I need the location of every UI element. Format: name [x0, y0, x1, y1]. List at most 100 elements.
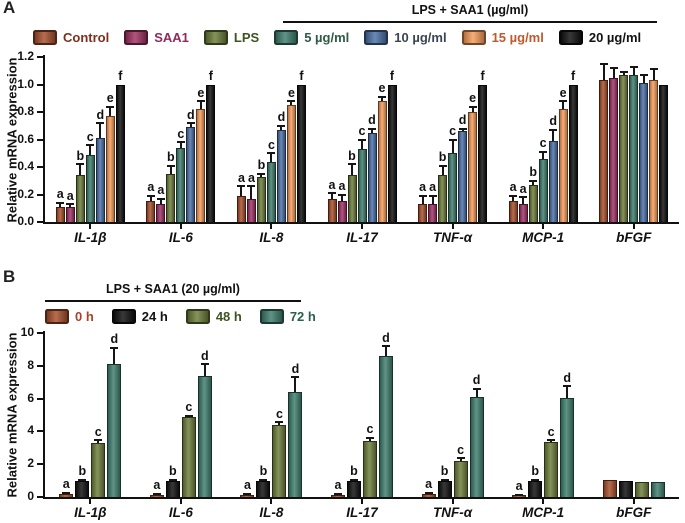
- panel-a-legend: Control SAA1 LPS 5 µg/ml 10 µg/ml 15 µg/ml 20 …: [33, 30, 641, 45]
- error-bar: [612, 68, 615, 78]
- bar-5-g-ml: [629, 74, 639, 222]
- error-bar-cap: [348, 163, 356, 166]
- error-bar: [278, 422, 281, 425]
- error-bar-cap: [277, 124, 286, 127]
- error-bar-cap: [106, 105, 115, 108]
- bar-saa1: [518, 204, 528, 222]
- significance-letter: e: [559, 85, 567, 100]
- bar-24-h: [437, 480, 452, 497]
- error-bar: [361, 139, 363, 150]
- significance-letter: c: [358, 124, 366, 138]
- bar-saa1: [337, 201, 347, 222]
- legend-swatch-icon: [558, 30, 583, 45]
- significance-letter: a: [247, 170, 255, 185]
- error-bar-cap: [509, 194, 518, 197]
- legend-label: 72 h: [289, 309, 316, 324]
- error-bar: [270, 153, 273, 162]
- bar-72-h: [107, 364, 122, 497]
- category-label: bFGF: [616, 230, 652, 245]
- error-bar-cap: [94, 439, 103, 442]
- error-bar-cap: [649, 68, 658, 71]
- bar-15-g-ml: [377, 101, 387, 222]
- x-axis-tick: [361, 224, 363, 229]
- panel-a-legend-item: 10 µg/ml: [364, 30, 447, 45]
- error-bar: [562, 101, 565, 110]
- significance-letter: a: [153, 478, 161, 493]
- error-bar: [69, 204, 72, 207]
- bar-10-g-ml: [186, 127, 196, 222]
- category-label: IL-8: [259, 230, 284, 245]
- bar-72-h: [560, 397, 575, 497]
- panel-a-legend-item: SAA1: [124, 30, 189, 45]
- bar-5-g-ml: [538, 158, 548, 222]
- bar-48-h: [453, 460, 468, 497]
- error-bar-cap: [78, 478, 87, 481]
- panel-a: A LPS + SAA1 (µg/ml) Control SAA1 LPS 5 µg/…: [3, 0, 679, 245]
- bar-15-g-ml: [558, 109, 568, 222]
- bar-control: [146, 201, 156, 222]
- panel-a-bracket-line: [283, 21, 657, 23]
- error-bar: [280, 125, 283, 130]
- bar-control: [327, 198, 337, 222]
- error-bar-cap: [259, 478, 268, 481]
- error-bar-cap: [257, 172, 266, 175]
- bar-0-h: [149, 494, 164, 497]
- y-axis-tick: [37, 193, 43, 196]
- error-bar-cap: [196, 100, 205, 102]
- bar-control: [418, 204, 428, 222]
- y-axis-tick: [37, 397, 43, 400]
- error-bar-cap: [200, 363, 209, 366]
- legend-swatch-icon: [185, 309, 210, 324]
- category-label: IL-1β: [74, 505, 107, 520]
- significance-letter: a: [425, 477, 433, 492]
- error-bar-cap: [243, 492, 252, 495]
- significance-letter: d: [96, 107, 105, 122]
- error-bar: [351, 164, 353, 176]
- significance-letter: d: [563, 370, 571, 385]
- y-axis-tick-label: 0.2: [17, 186, 34, 201]
- y-axis-tick-label: 10: [20, 325, 34, 339]
- panel-b-y-axis-label: Relative mRNA expression: [4, 332, 20, 498]
- panel-a-label: A: [3, 0, 16, 17]
- error-bar-cap: [328, 192, 336, 195]
- legend-swatch-icon: [124, 30, 149, 45]
- error-bar: [369, 437, 371, 442]
- category-label: bFGF: [616, 505, 652, 520]
- error-bar: [381, 96, 383, 101]
- panel-b-legend-item: 48 h: [185, 309, 242, 324]
- error-bar: [461, 128, 464, 132]
- significance-letter: a: [334, 478, 342, 493]
- bar-48-h: [181, 417, 196, 497]
- error-bar-cap: [96, 122, 105, 124]
- panel-a-plot: 0.0 0.2 0.4 0.6 0.8 1.0 1.2 IL-1β a a b c d e f IL-6 a a b…: [17, 50, 679, 245]
- significance-letter: a: [515, 479, 523, 494]
- error-bar-cap: [639, 73, 648, 76]
- panel-b-legend-item: 24 h: [111, 309, 168, 324]
- error-bar: [89, 145, 92, 155]
- error-bar-cap: [368, 127, 376, 130]
- error-bar-cap: [428, 194, 437, 197]
- legend-label: 5 µg/ml: [304, 30, 350, 45]
- bar-10-g-ml: [639, 83, 649, 222]
- bar-saa1: [65, 206, 75, 222]
- error-bar: [99, 123, 102, 139]
- panel-a-treatment-title: LPS + SAA1 (µg/ml): [411, 3, 529, 17]
- y-axis-tick-label: 8: [27, 357, 34, 372]
- bar-0-h: [602, 479, 617, 497]
- error-bar-cap: [237, 185, 246, 188]
- error-bar: [632, 66, 635, 75]
- error-bar-cap: [166, 164, 175, 167]
- significance-letter: f: [118, 69, 123, 83]
- error-bar-cap: [247, 185, 256, 188]
- y-axis-tick-label: 0.0: [17, 214, 34, 228]
- error-bar: [451, 139, 454, 154]
- bar-15-g-ml: [286, 105, 296, 222]
- error-bar-cap: [66, 203, 75, 206]
- bar-saa1: [428, 204, 438, 222]
- significance-letter: f: [480, 69, 485, 83]
- error-bar: [459, 458, 462, 461]
- error-bar-cap: [424, 491, 433, 494]
- panel-a-legend-item: 5 µg/ml: [274, 30, 349, 45]
- category-label: IL-6: [168, 505, 193, 520]
